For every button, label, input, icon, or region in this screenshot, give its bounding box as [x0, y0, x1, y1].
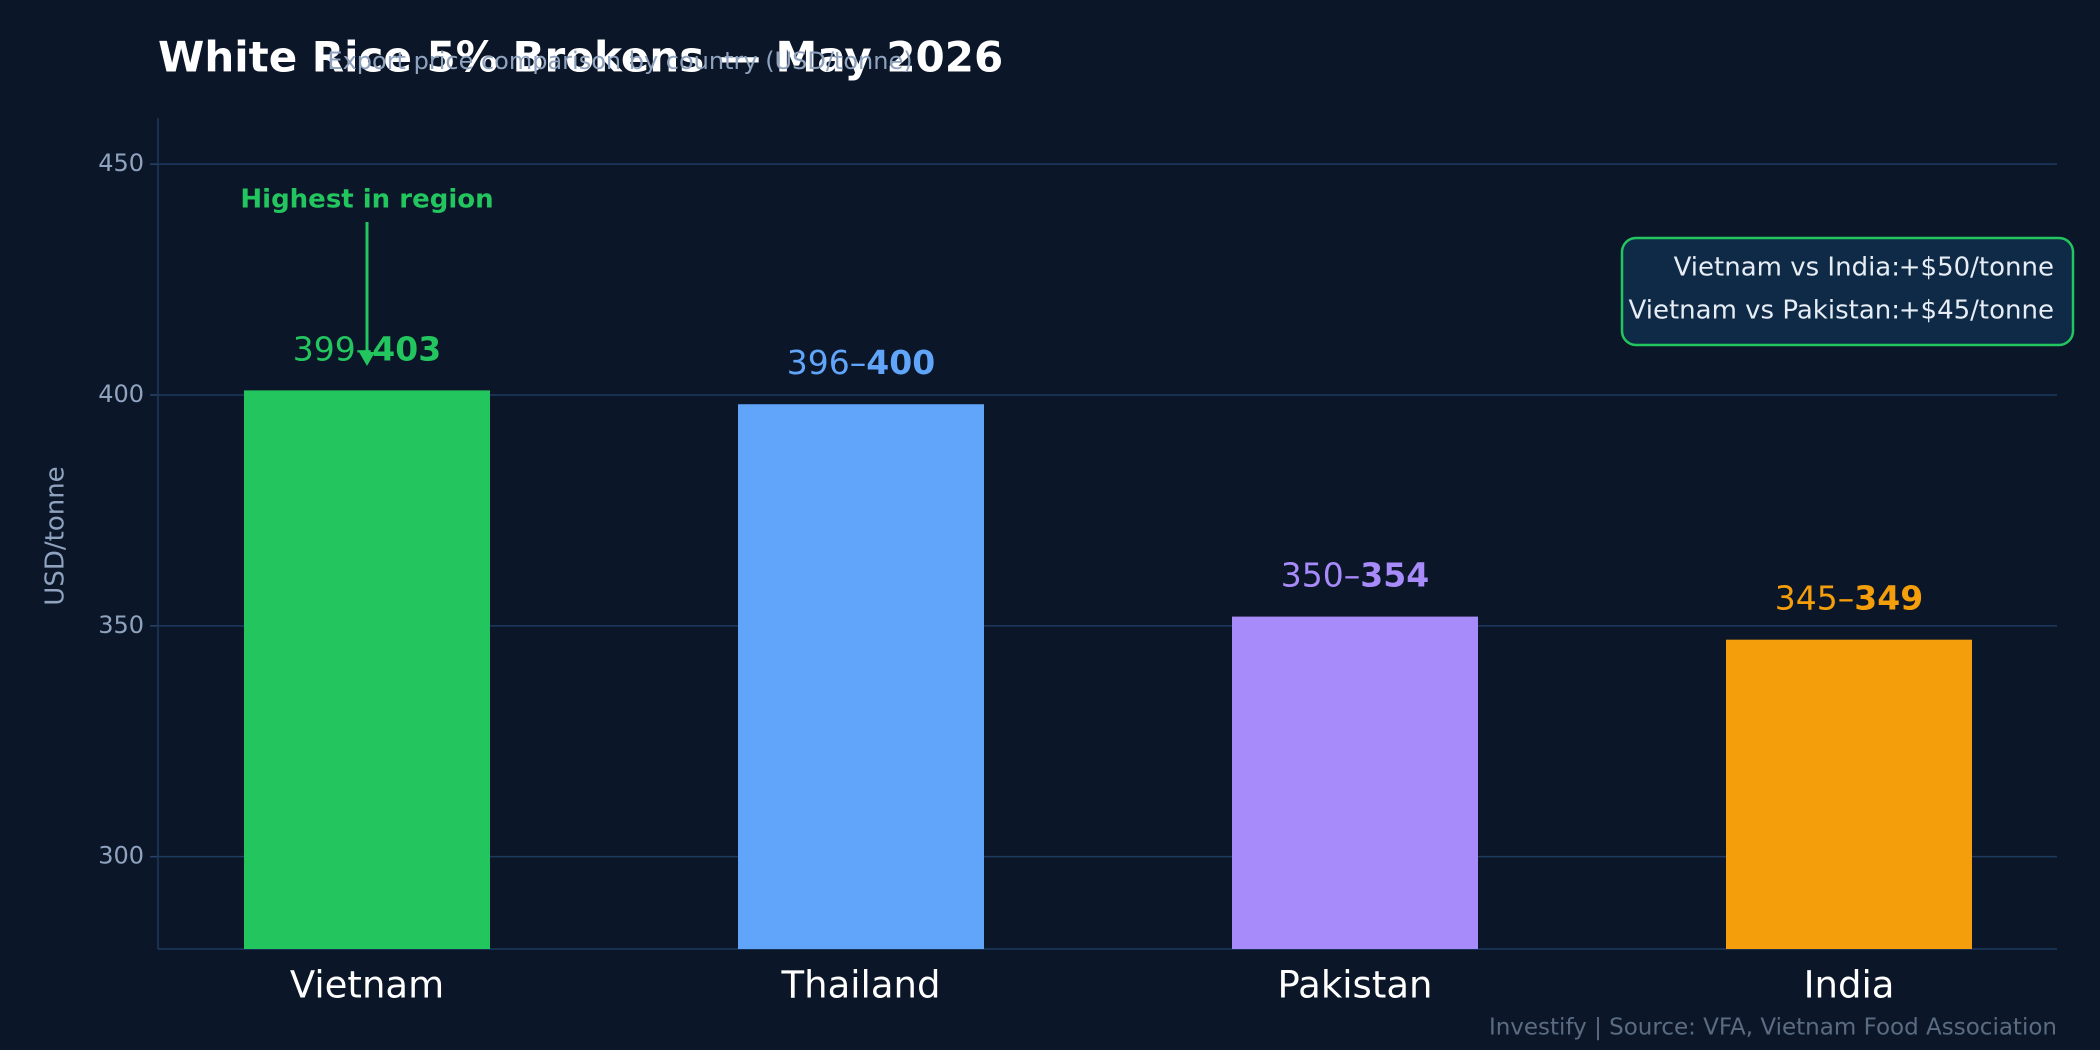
value-label: 396–400 — [787, 343, 935, 382]
comparison-value: +$45/tonne — [1899, 296, 2054, 326]
range-separator: – — [1344, 555, 1361, 594]
range-high: 354 — [1360, 555, 1429, 594]
range-separator: – — [356, 329, 373, 368]
range-separator: – — [850, 343, 867, 382]
comparison-box — [1620, 236, 2075, 347]
value-label: 345–349 — [1775, 578, 1923, 617]
y-axis-label: USD/tonne — [41, 466, 71, 605]
annotation: Highest in region — [240, 185, 493, 215]
bar — [244, 390, 490, 950]
value-label: 399–403 — [293, 329, 441, 368]
range-low: 350 — [1281, 555, 1344, 594]
range-high: 403 — [372, 329, 441, 368]
x-tick-label: Thailand — [781, 964, 941, 1007]
range-low: 399 — [293, 329, 356, 368]
x-tick-label: India — [1804, 964, 1895, 1007]
chart-title: White Rice 5% Brokens — May 2026 — [158, 33, 1003, 82]
y-tick-label: 350 — [98, 611, 144, 639]
comparison-value: +$50/tonne — [1899, 253, 2054, 283]
range-low: 345 — [1775, 578, 1838, 617]
footer: Investify | Source: VFA, Vietnam Food As… — [1489, 1015, 2057, 1041]
range-separator: – — [1838, 578, 1855, 617]
bar — [1726, 639, 1972, 949]
y-tick-label: 300 — [98, 842, 144, 870]
y-tick-label: 450 — [98, 149, 144, 177]
bar — [738, 404, 984, 949]
x-tick-label: Vietnam — [290, 964, 444, 1007]
chart-subtitle: Export price comparison by country (USD/… — [327, 47, 912, 75]
value-label: 350–354 — [1281, 555, 1429, 594]
range-high: 400 — [866, 343, 935, 382]
y-tick-label: 400 — [98, 380, 144, 408]
bar — [1232, 616, 1478, 949]
range-high: 349 — [1854, 578, 1923, 617]
comparison-label: Vietnam vs India: — [1674, 253, 1900, 283]
annotation-arrowhead — [359, 352, 375, 366]
range-low: 396 — [787, 343, 850, 382]
x-tick-label: Pakistan — [1278, 964, 1433, 1007]
comparison-label: Vietnam vs Pakistan: — [1629, 296, 1900, 326]
